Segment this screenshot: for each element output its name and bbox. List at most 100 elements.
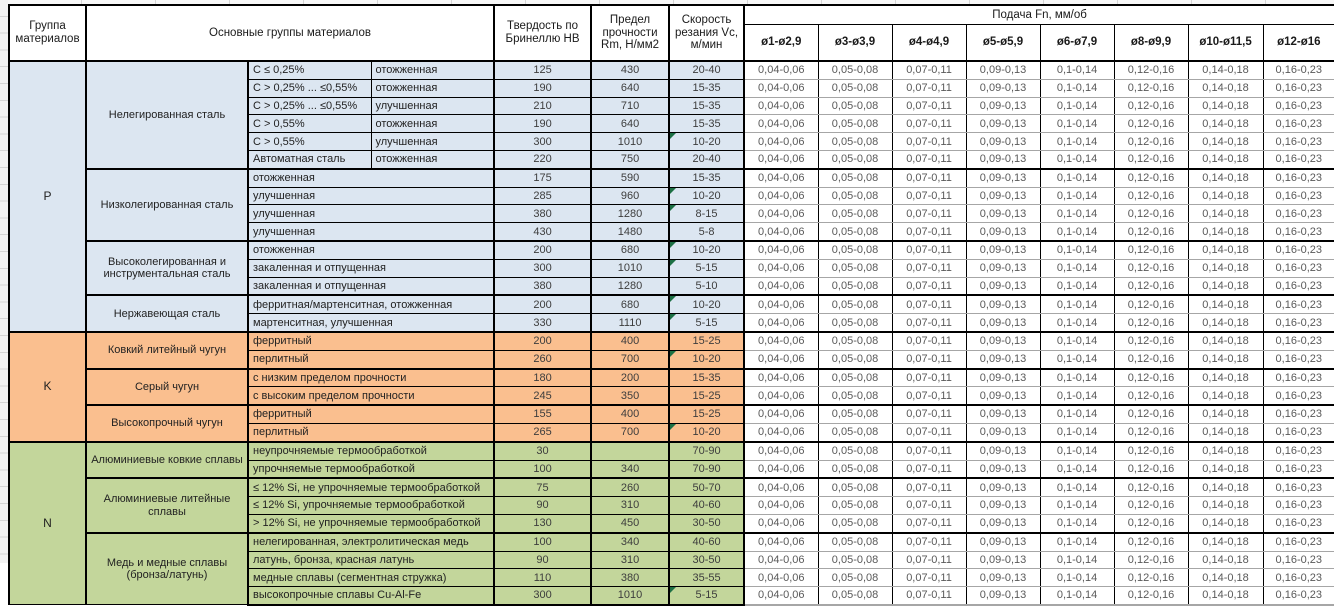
header-dia-7[interactable]: ø10-ø11,5	[1187, 24, 1264, 62]
feed-value-cell[interactable]: 0,1-0,14	[1039, 386, 1115, 406]
feed-value-cell[interactable]: 0,05-0,08	[817, 186, 893, 206]
feed-value-cell[interactable]: 0,09-0,13	[965, 349, 1041, 370]
feed-value-cell[interactable]: 0,05-0,08	[817, 294, 893, 315]
feed-value-cell[interactable]: 0,16-0,23	[1262, 96, 1334, 116]
feed-value-cell[interactable]: 0,14-0,18	[1187, 531, 1264, 552]
tensile-strength-cell[interactable]: 310	[590, 550, 671, 570]
header-dia-8[interactable]: ø12-ø16	[1262, 24, 1334, 62]
cutting-speed-cell[interactable]: 15-25	[668, 386, 746, 406]
feed-value-cell[interactable]: 0,16-0,23	[1262, 276, 1334, 296]
feed-value-cell[interactable]: 0,04-0,06	[743, 276, 819, 296]
feed-value-cell[interactable]: 0,05-0,08	[817, 477, 893, 498]
feed-value-cell[interactable]: 0,09-0,13	[965, 313, 1041, 333]
hardness-cell[interactable]: 220	[493, 149, 593, 170]
tensile-strength-cell[interactable]: 450	[590, 513, 671, 534]
feed-value-cell[interactable]: 0,12-0,16	[1113, 222, 1189, 242]
hardness-cell[interactable]: 180	[493, 367, 593, 388]
header-dia-2[interactable]: ø3-ø3,9	[817, 24, 893, 62]
feed-value-cell[interactable]: 0,14-0,18	[1187, 114, 1264, 134]
feed-value-cell[interactable]: 0,12-0,16	[1113, 513, 1189, 534]
feed-value-cell[interactable]: 0,14-0,18	[1187, 276, 1264, 296]
feed-value-cell[interactable]: 0,09-0,13	[965, 258, 1041, 278]
feed-value-cell[interactable]: 0,09-0,13	[965, 330, 1041, 351]
hardness-cell[interactable]: 285	[493, 186, 593, 206]
cutting-speed-cell[interactable]: 15-35	[668, 367, 746, 388]
feed-value-cell[interactable]: 0,16-0,23	[1262, 330, 1334, 351]
hardness-cell[interactable]: 200	[493, 239, 593, 260]
feed-value-cell[interactable]: 0,04-0,06	[743, 186, 819, 206]
hardness-cell[interactable]: 100	[493, 459, 593, 479]
feed-value-cell[interactable]: 0,14-0,18	[1187, 294, 1264, 315]
tensile-strength-cell[interactable]: 310	[590, 496, 671, 515]
material-treatment-cell[interactable]: улучшенная	[370, 132, 495, 151]
cutting-speed-cell[interactable]: 5-15	[668, 313, 746, 333]
tensile-strength-cell[interactable]: 340	[590, 531, 671, 552]
feed-value-cell[interactable]: 0,14-0,18	[1187, 349, 1264, 370]
feed-value-cell[interactable]: 0,16-0,23	[1262, 404, 1334, 424]
feed-value-cell[interactable]: 0,1-0,14	[1039, 167, 1115, 188]
feed-value-cell[interactable]: 0,05-0,08	[817, 149, 893, 170]
feed-value-cell[interactable]: 0,14-0,18	[1187, 96, 1264, 116]
feed-value-cell[interactable]: 0,14-0,18	[1187, 496, 1264, 515]
feed-value-cell[interactable]: 0,09-0,13	[965, 59, 1041, 80]
tensile-strength-cell[interactable]: 1280	[590, 276, 671, 296]
feed-value-cell[interactable]: 0,07-0,11	[891, 313, 967, 333]
feed-value-cell[interactable]: 0,09-0,13	[965, 568, 1041, 588]
hardness-cell[interactable]: 75	[493, 477, 593, 498]
feed-value-cell[interactable]: 0,05-0,08	[817, 167, 893, 188]
header-brinell-hardness[interactable]: Твердость по Бринеллю НВ	[493, 4, 593, 62]
hardness-cell[interactable]: 90	[493, 550, 593, 570]
hardness-cell[interactable]: 430	[493, 222, 593, 242]
feed-value-cell[interactable]: 0,16-0,23	[1262, 496, 1334, 515]
material-condition-cell[interactable]: улучшенная	[247, 186, 495, 206]
feed-value-cell[interactable]: 0,09-0,13	[965, 222, 1041, 242]
cutting-speed-cell[interactable]: 70-90	[668, 440, 746, 461]
material-condition-cell[interactable]: С > 0,55%	[247, 132, 372, 151]
material-condition-cell[interactable]: перлитный	[247, 422, 495, 443]
material-treatment-cell[interactable]: отожженная	[370, 59, 495, 80]
feed-value-cell[interactable]: 0,04-0,06	[743, 114, 819, 134]
material-condition-cell[interactable]: ферритный	[247, 404, 495, 424]
tensile-strength-cell[interactable]: 350	[590, 386, 671, 406]
feed-value-cell[interactable]: 0,1-0,14	[1039, 513, 1115, 534]
feed-value-cell[interactable]: 0,05-0,08	[817, 276, 893, 296]
feed-value-cell[interactable]: 0,12-0,16	[1113, 294, 1189, 315]
hardness-cell[interactable]: 90	[493, 496, 593, 515]
feed-value-cell[interactable]: 0,05-0,08	[817, 258, 893, 278]
feed-value-cell[interactable]: 0,14-0,18	[1187, 477, 1264, 498]
feed-value-cell[interactable]: 0,04-0,06	[743, 459, 819, 479]
feed-value-cell[interactable]: 0,12-0,16	[1113, 114, 1189, 134]
cutting-speed-cell[interactable]: 30-50	[668, 513, 746, 534]
feed-value-cell[interactable]: 0,1-0,14	[1039, 496, 1115, 515]
feed-value-cell[interactable]: 0,16-0,23	[1262, 149, 1334, 170]
cutting-speed-cell[interactable]: 10-20	[668, 132, 746, 151]
feed-value-cell[interactable]: 0,09-0,13	[965, 477, 1041, 498]
feed-value-cell[interactable]: 0,16-0,23	[1262, 186, 1334, 206]
tensile-strength-cell[interactable]: 340	[590, 459, 671, 479]
feed-value-cell[interactable]: 0,07-0,11	[891, 239, 967, 260]
feed-value-cell[interactable]: 0,16-0,23	[1262, 167, 1334, 188]
feed-value-cell[interactable]: 0,12-0,16	[1113, 330, 1189, 351]
feed-value-cell[interactable]: 0,07-0,11	[891, 367, 967, 388]
feed-value-cell[interactable]: 0,14-0,18	[1187, 386, 1264, 406]
feed-value-cell[interactable]: 0,1-0,14	[1039, 313, 1115, 333]
feed-value-cell[interactable]: 0,12-0,16	[1113, 349, 1189, 370]
feed-value-cell[interactable]: 0,16-0,23	[1262, 114, 1334, 134]
feed-value-cell[interactable]: 0,07-0,11	[891, 404, 967, 424]
feed-value-cell[interactable]: 0,16-0,23	[1262, 204, 1334, 224]
tensile-strength-cell[interactable]: 680	[590, 239, 671, 260]
material-condition-cell[interactable]: мартенситная, улучшенная	[247, 313, 495, 333]
hardness-cell[interactable]: 175	[493, 167, 593, 188]
material-condition-cell[interactable]: ≤ 12% Si, упрочняемые термообработкой	[247, 496, 495, 515]
feed-value-cell[interactable]: 0,14-0,18	[1187, 149, 1264, 170]
feed-value-cell[interactable]: 0,07-0,11	[891, 330, 967, 351]
feed-value-cell[interactable]: 0,16-0,23	[1262, 386, 1334, 406]
feed-value-cell[interactable]: 0,04-0,06	[743, 404, 819, 424]
feed-value-cell[interactable]: 0,1-0,14	[1039, 477, 1115, 498]
group-code-cell[interactable]: K	[8, 330, 87, 443]
header-dia-4[interactable]: ø5-ø5,9	[965, 24, 1041, 62]
feed-value-cell[interactable]: 0,14-0,18	[1187, 440, 1264, 461]
feed-value-cell[interactable]: 0,05-0,08	[817, 330, 893, 351]
cutting-speed-cell[interactable]: 15-35	[668, 167, 746, 188]
feed-value-cell[interactable]: 0,04-0,06	[743, 204, 819, 224]
